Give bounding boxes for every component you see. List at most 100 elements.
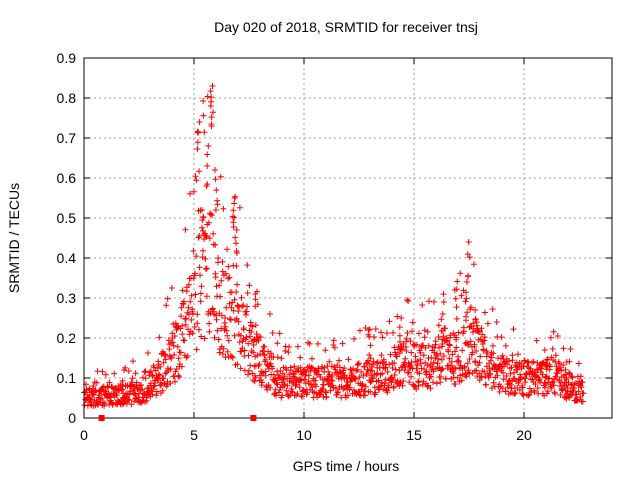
- data-point: [179, 287, 186, 294]
- data-point: [414, 357, 421, 364]
- data-point: [367, 355, 374, 362]
- data-point: [132, 370, 139, 377]
- data-point: [356, 374, 363, 381]
- data-point: [372, 389, 379, 396]
- data-point: [226, 316, 233, 322]
- data-point: [439, 365, 446, 372]
- data-point: [393, 353, 400, 360]
- data-point: [400, 378, 407, 384]
- y-axis-label: SRMTID / TECUs: [6, 183, 22, 293]
- data-point: [232, 234, 239, 241]
- data-point: [193, 346, 200, 353]
- data-point: [357, 327, 363, 334]
- data-point: [235, 308, 242, 315]
- data-point: [370, 375, 376, 382]
- data-point: [539, 371, 546, 378]
- data-point: [174, 324, 181, 331]
- data-point: [248, 348, 255, 354]
- data-point: [437, 350, 444, 357]
- data-point: [243, 311, 249, 318]
- data-point: [248, 329, 255, 335]
- data-point: [319, 385, 326, 392]
- data-point: [431, 298, 437, 305]
- data-point: [154, 388, 160, 395]
- data-point: [296, 384, 303, 391]
- data-point: [547, 363, 553, 370]
- data-point: [142, 375, 149, 382]
- data-point: [578, 384, 585, 391]
- data-point: [252, 322, 259, 329]
- data-point: [386, 318, 393, 325]
- data-point: [470, 261, 477, 268]
- data-point: [464, 360, 471, 367]
- data-point: [446, 355, 453, 362]
- data-point: [465, 342, 472, 348]
- data-point: [577, 373, 584, 380]
- data-point: [332, 366, 339, 373]
- data-point: [489, 306, 496, 313]
- data-point: [213, 187, 220, 194]
- data-point: [289, 389, 296, 396]
- data-point: [101, 400, 108, 407]
- data-point: [487, 371, 494, 378]
- data-point: [470, 329, 476, 336]
- data-point: [428, 373, 434, 380]
- data-point: [209, 305, 216, 312]
- data-point: [351, 387, 357, 394]
- data-point: [468, 304, 474, 311]
- data-point: [231, 296, 238, 303]
- data-point: [488, 385, 495, 392]
- data-point: [452, 295, 459, 302]
- data-point: [228, 353, 235, 360]
- data-point: [403, 347, 410, 354]
- data-point: [330, 337, 337, 344]
- data-point: [473, 348, 480, 354]
- data-point: [558, 367, 565, 374]
- data-point: [397, 346, 404, 353]
- data-point: [157, 382, 164, 389]
- data-point: [156, 372, 163, 379]
- data-point: [203, 293, 210, 300]
- data-point: [141, 369, 148, 375]
- data-point: [367, 379, 374, 386]
- data-point: [211, 334, 218, 341]
- data-point: [185, 304, 192, 311]
- data-point: [306, 340, 313, 347]
- data-point: [206, 328, 213, 335]
- data-point: [252, 296, 259, 303]
- data-point: [207, 103, 214, 109]
- data-point: [465, 272, 472, 279]
- data-point: [427, 385, 434, 392]
- data-point: [257, 334, 264, 341]
- data-point: [299, 393, 306, 400]
- data-point: [422, 344, 429, 351]
- data-point: [245, 352, 252, 359]
- data-point: [196, 233, 203, 239]
- data-point: [375, 377, 382, 384]
- data-point: [204, 162, 211, 169]
- data-point: [229, 354, 236, 361]
- data-point: [440, 299, 447, 305]
- data-point: [483, 381, 489, 388]
- data-point: [351, 335, 357, 342]
- data-point: [199, 224, 205, 231]
- data-point: [440, 291, 447, 298]
- data-point: [200, 112, 207, 119]
- data-point: [181, 337, 188, 344]
- data-point: [437, 373, 444, 380]
- data-point: [218, 277, 225, 284]
- data-point: [160, 375, 167, 382]
- data-point: [452, 348, 458, 355]
- data-point: [408, 349, 415, 356]
- data-point: [150, 386, 157, 393]
- data-point: [171, 351, 178, 358]
- data-point: [192, 173, 199, 180]
- data-point: [407, 338, 414, 344]
- data-point: [180, 298, 187, 305]
- data-point: [189, 310, 196, 317]
- data-point: [207, 310, 214, 317]
- data-point: [470, 320, 477, 327]
- data-point: [251, 336, 258, 343]
- data-point: [215, 336, 222, 343]
